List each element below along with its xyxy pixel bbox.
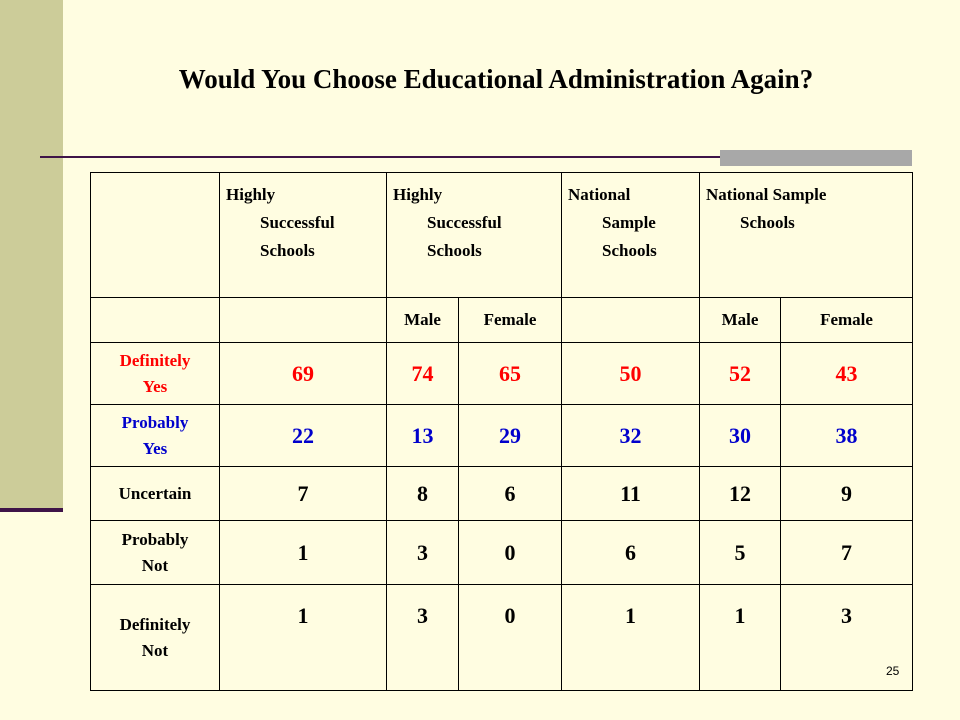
header-line: Successful <box>260 213 335 232</box>
header-line: Highly <box>226 185 276 204</box>
header-line: Highly <box>393 185 443 204</box>
table-cell: 43 <box>780 342 913 405</box>
table-cell: 1 <box>699 584 781 691</box>
table-cell: 12 <box>699 466 781 521</box>
column-header: Highly Successful Schools <box>219 172 387 298</box>
corner-cell <box>90 172 220 298</box>
header-line: National Sample <box>706 185 827 204</box>
table-cell: 50 <box>561 342 700 405</box>
row-label-line: Uncertain <box>118 483 192 503</box>
subheader-cell: Female <box>458 297 562 343</box>
subheader-cell <box>561 297 700 343</box>
table-row: Definitely Yes 69 74 65 50 52 43 <box>90 342 913 405</box>
column-header: Highly Successful Schools <box>386 172 562 298</box>
table-cell: 0 <box>458 520 562 585</box>
subheader-row: Male Female Male Female <box>90 297 913 343</box>
row-label: Definitely Yes <box>90 342 220 405</box>
row-label-line: Definitely <box>119 350 191 370</box>
table-cell: 1 <box>561 584 700 691</box>
subheader-cell <box>90 297 220 343</box>
table-cell: 74 <box>386 342 459 405</box>
table-cell: 30 <box>699 404 781 467</box>
table-cell: 9 <box>780 466 913 521</box>
row-label-line: Probably <box>121 412 189 432</box>
table-cell: 3 <box>386 584 459 691</box>
slide-title: Would You Choose Educational Administrat… <box>178 64 814 94</box>
header-line: Sample <box>602 213 656 232</box>
table-cell: 0 <box>458 584 562 691</box>
table-cell: 22 <box>219 404 387 467</box>
table-row: Uncertain 7 8 6 11 12 9 <box>90 466 913 521</box>
header-line: Schools <box>427 241 482 260</box>
header-line: National <box>568 185 631 204</box>
table-row: Definitely Not 1 3 0 1 1 3 <box>90 584 913 691</box>
row-label-line: Probably <box>121 529 189 549</box>
table-cell: 69 <box>219 342 387 405</box>
row-label: Probably Yes <box>90 404 220 467</box>
table-cell: 5 <box>699 520 781 585</box>
row-label-line: Yes <box>142 376 168 396</box>
table-cell: 1 <box>219 584 387 691</box>
table-cell: 29 <box>458 404 562 467</box>
row-label-line: Not <box>141 555 169 575</box>
header-line: Schools <box>260 241 315 260</box>
row-label: Definitely Not <box>90 584 220 691</box>
table-cell: 6 <box>458 466 562 521</box>
sidebar-accent-line <box>0 508 63 512</box>
subheader-cell: Female <box>780 297 913 343</box>
row-label-line: Yes <box>142 438 168 458</box>
survey-table: Highly Successful Schools Highly Success… <box>90 172 913 691</box>
subheader-cell <box>219 297 387 343</box>
table-row: Probably Yes 22 13 29 32 30 38 <box>90 404 913 467</box>
row-label: Uncertain <box>90 466 220 521</box>
row-label-line: Not <box>141 640 169 660</box>
table-cell: 11 <box>561 466 700 521</box>
subheader-cell: Male <box>386 297 459 343</box>
column-header: National Sample Schools <box>699 172 913 298</box>
header-line: Schools <box>740 213 795 232</box>
table-cell: 3 <box>386 520 459 585</box>
title-divider-line <box>40 156 912 158</box>
table-cell: 32 <box>561 404 700 467</box>
table-cell: 13 <box>386 404 459 467</box>
table-cell: 38 <box>780 404 913 467</box>
row-label-line: Definitely <box>119 614 191 634</box>
header-row: Highly Successful Schools Highly Success… <box>90 172 913 298</box>
page-number: 25 <box>886 664 900 678</box>
table-cell: 6 <box>561 520 700 585</box>
title-divider-block <box>720 150 912 166</box>
table-cell: 65 <box>458 342 562 405</box>
table-row: Probably Not 1 3 0 6 5 7 <box>90 520 913 585</box>
table-cell: 7 <box>780 520 913 585</box>
table-cell: 7 <box>219 466 387 521</box>
left-sidebar-bar <box>0 0 63 512</box>
table-cell: 52 <box>699 342 781 405</box>
table-cell: 8 <box>386 466 459 521</box>
table-cell: 3 <box>780 584 913 691</box>
header-line: Schools <box>602 241 657 260</box>
column-header: National Sample Schools <box>561 172 700 298</box>
table-cell: 1 <box>219 520 387 585</box>
subheader-cell: Male <box>699 297 781 343</box>
header-line: Successful <box>427 213 502 232</box>
row-label: Probably Not <box>90 520 220 585</box>
